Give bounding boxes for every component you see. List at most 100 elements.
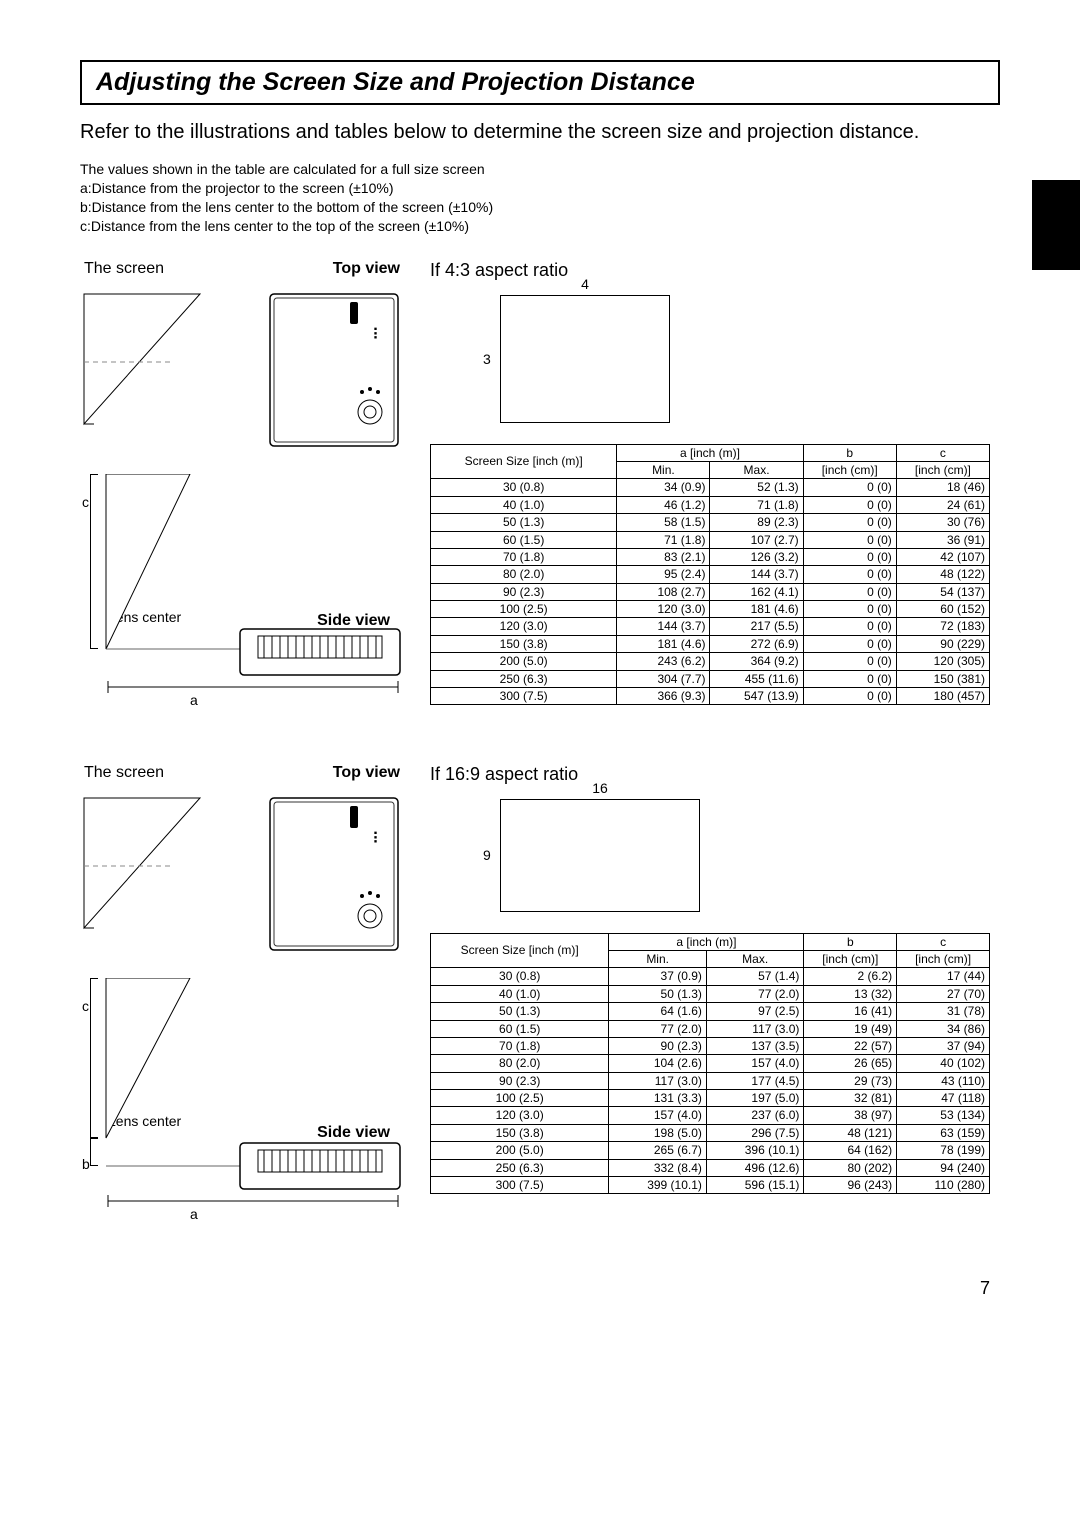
table-row: 50 (1.3)64 (1.6)97 (2.5)16 (41)31 (78) — [431, 1003, 990, 1020]
note-line: a:Distance from the projector to the scr… — [80, 179, 1000, 198]
th-b: b — [804, 933, 897, 950]
a-label: a — [190, 692, 198, 708]
table-row: 200 (5.0)243 (6.2)364 (9.2)0 (0)120 (305… — [431, 653, 990, 670]
table-row: 30 (0.8)34 (0.9)52 (1.3)0 (0)18 (46) — [431, 479, 990, 496]
table-cell: 40 (1.0) — [431, 985, 609, 1002]
table-cell: 29 (73) — [804, 1072, 897, 1089]
table-cell: 47 (118) — [897, 1090, 990, 1107]
table-row: 60 (1.5)71 (1.8)107 (2.7)0 (0)36 (91) — [431, 531, 990, 548]
table-cell: 30 (0.8) — [431, 968, 609, 985]
spec-table-169: Screen Size [inch (m)] a [inch (m)] b c … — [430, 933, 990, 1195]
th-min: Min. — [617, 461, 710, 478]
table-cell: 150 (381) — [896, 670, 989, 687]
spec-43-body: 30 (0.8)34 (0.9)52 (1.3)0 (0)18 (46)40 (… — [431, 479, 990, 705]
table-cell: 60 (152) — [896, 601, 989, 618]
table-cell: 0 (0) — [803, 496, 896, 513]
table-cell: 150 (3.8) — [431, 635, 617, 652]
title-box: Adjusting the Screen Size and Projection… — [80, 60, 1000, 105]
table-cell: 100 (2.5) — [431, 1090, 609, 1107]
table-cell: 19 (49) — [804, 1020, 897, 1037]
table-cell: 0 (0) — [803, 548, 896, 565]
table-cell: 60 (1.5) — [431, 1020, 609, 1037]
th-b-unit: [inch (cm)] — [803, 461, 896, 478]
table-cell: 38 (97) — [804, 1107, 897, 1124]
th-a: a [inch (m)] — [617, 444, 803, 461]
ratio-h: 3 — [483, 351, 491, 367]
table-cell: 40 (1.0) — [431, 496, 617, 513]
table-cell: 94 (240) — [897, 1159, 990, 1176]
table-row: 70 (1.8)90 (2.3)137 (3.5)22 (57)37 (94) — [431, 1037, 990, 1054]
table-row: 250 (6.3)332 (8.4)496 (12.6)80 (202)94 (… — [431, 1159, 990, 1176]
table-cell: 32 (81) — [804, 1090, 897, 1107]
ratio-box-43: 4 3 — [500, 295, 670, 423]
table-cell: 37 (0.9) — [609, 968, 707, 985]
table-row: 40 (1.0)46 (1.2)71 (1.8)0 (0)24 (61) — [431, 496, 990, 513]
th-c: c — [896, 444, 989, 461]
diagrams-left-169: The screen Top view ⠇ c b Lens center — [80, 764, 410, 1248]
table-cell: 104 (2.6) — [609, 1055, 707, 1072]
sideview-svg — [80, 474, 410, 694]
page-title: Adjusting the Screen Size and Projection… — [96, 68, 984, 97]
table-cell: 71 (1.8) — [617, 531, 710, 548]
table-cell: 300 (7.5) — [431, 1177, 609, 1194]
table-row: 30 (0.8)37 (0.9)57 (1.4)2 (6.2)17 (44) — [431, 968, 990, 985]
th-c-unit: [inch (cm)] — [897, 950, 990, 967]
ratio-h: 9 — [483, 847, 491, 863]
table-cell: 30 (0.8) — [431, 479, 617, 496]
table-cell: 180 (457) — [896, 688, 989, 705]
spec-right-43: If 4:3 aspect ratio 4 3 Screen Size [inc… — [430, 260, 990, 734]
table-row: 120 (3.0)157 (4.0)237 (6.0)38 (97)53 (13… — [431, 1107, 990, 1124]
svg-text:⠇: ⠇ — [372, 327, 384, 344]
section-4-3: The screen Top view ⠇ c Lens center Side… — [80, 260, 1000, 734]
note-line: The values shown in the table are calcul… — [80, 160, 1000, 179]
table-cell: 181 (4.6) — [710, 601, 803, 618]
table-cell: 117 (3.0) — [706, 1020, 804, 1037]
table-cell: 71 (1.8) — [710, 496, 803, 513]
table-cell: 0 (0) — [803, 688, 896, 705]
side-view-diagram-169: c b Lens center Side view a — [80, 978, 410, 1248]
table-cell: 31 (78) — [897, 1003, 990, 1020]
table-cell: 217 (5.5) — [710, 618, 803, 635]
aspect-title-43: If 4:3 aspect ratio — [430, 260, 990, 281]
table-cell: 396 (10.1) — [706, 1142, 804, 1159]
table-cell: 63 (159) — [897, 1124, 990, 1141]
table-cell: 157 (4.0) — [609, 1107, 707, 1124]
table-cell: 296 (7.5) — [706, 1124, 804, 1141]
table-cell: 181 (4.6) — [617, 635, 710, 652]
table-cell: 200 (5.0) — [431, 1142, 609, 1159]
table-cell: 0 (0) — [803, 514, 896, 531]
table-cell: 13 (32) — [804, 985, 897, 1002]
table-cell: 399 (10.1) — [609, 1177, 707, 1194]
th-size: Screen Size [inch (m)] — [431, 444, 617, 479]
table-cell: 596 (15.1) — [706, 1177, 804, 1194]
table-row: 90 (2.3)117 (3.0)177 (4.5)29 (73)43 (110… — [431, 1072, 990, 1089]
a-label: a — [190, 1206, 198, 1222]
table-cell: 144 (3.7) — [617, 618, 710, 635]
table-cell: 57 (1.4) — [706, 968, 804, 985]
table-cell: 100 (2.5) — [431, 601, 617, 618]
table-cell: 162 (4.1) — [710, 583, 803, 600]
table-cell: 80 (2.0) — [431, 1055, 609, 1072]
table-cell: 34 (86) — [897, 1020, 990, 1037]
table-cell: 547 (13.9) — [710, 688, 803, 705]
table-cell: 34 (0.9) — [617, 479, 710, 496]
table-cell: 77 (2.0) — [706, 985, 804, 1002]
table-cell: 72 (183) — [896, 618, 989, 635]
table-cell: 90 (2.3) — [609, 1037, 707, 1054]
table-cell: 0 (0) — [803, 618, 896, 635]
section-16-9: The screen Top view ⠇ c b Lens center — [80, 764, 1000, 1248]
intro-text: Refer to the illustrations and tables be… — [80, 119, 1000, 146]
table-cell: 200 (5.0) — [431, 653, 617, 670]
table-cell: 0 (0) — [803, 601, 896, 618]
section-tab — [1032, 180, 1080, 270]
table-cell: 50 (1.3) — [609, 985, 707, 1002]
table-row: 100 (2.5)120 (3.0)181 (4.6)0 (0)60 (152) — [431, 601, 990, 618]
table-cell: 150 (3.8) — [431, 1124, 609, 1141]
table-cell: 250 (6.3) — [431, 1159, 609, 1176]
ratio-w: 4 — [581, 276, 589, 292]
table-cell: 27 (70) — [897, 985, 990, 1002]
table-cell: 90 (2.3) — [431, 1072, 609, 1089]
table-row: 50 (1.3)58 (1.5)89 (2.3)0 (0)30 (76) — [431, 514, 990, 531]
table-cell: 0 (0) — [803, 583, 896, 600]
table-cell: 366 (9.3) — [617, 688, 710, 705]
